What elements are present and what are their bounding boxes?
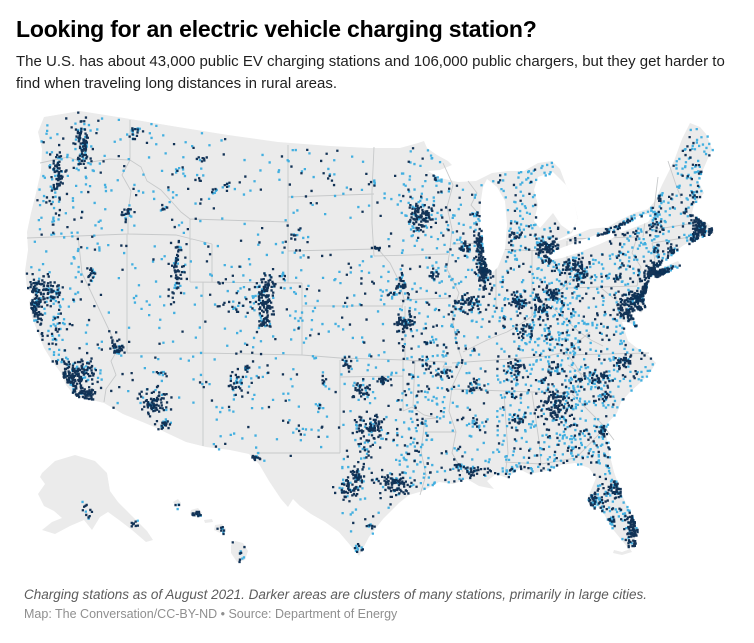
map-caption: Charging stations as of August 2021. Dar… — [24, 586, 648, 602]
great-lake — [617, 213, 653, 232]
great-lake — [534, 171, 578, 232]
us-ev-charging-map — [0, 101, 754, 579]
great-lake — [547, 230, 615, 260]
great-lake — [480, 178, 507, 273]
map-canvas — [25, 110, 714, 564]
header: Looking for an electric vehicle charging… — [0, 0, 754, 95]
footnotes: Charging stations as of August 2021. Dar… — [0, 586, 754, 623]
subtitle: The U.S. has about 43,000 public EV char… — [16, 53, 725, 93]
land-alaska — [38, 454, 153, 542]
map-credit: Map: The Conversation/CC-BY-ND • Source:… — [24, 607, 398, 622]
land-hawaii-island — [204, 518, 213, 523]
page-title: Looking for an electric vehicle charging… — [16, 16, 537, 42]
land-florida-keys — [613, 548, 632, 555]
